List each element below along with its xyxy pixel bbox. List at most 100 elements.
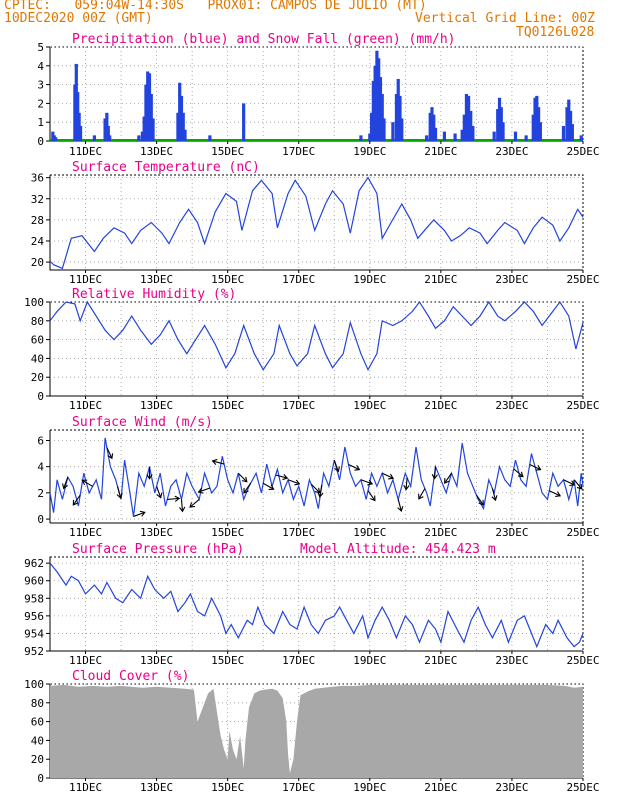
wind-arrow [156, 486, 162, 498]
x-tick-label: 17DEC [282, 399, 315, 412]
plot-frame [49, 556, 584, 652]
wind-arrow-head [354, 465, 361, 471]
x-tick-label: 25DEC [566, 654, 599, 667]
wind-arrow [310, 483, 321, 494]
precip-bar [181, 112, 185, 141]
precip-bar [54, 137, 58, 141]
precip-bar [425, 135, 429, 141]
x-tick-label: 11DEC [69, 526, 102, 539]
wind-arrow-head [444, 478, 450, 484]
wind-arrow-head [491, 495, 498, 502]
precip-bar [460, 129, 464, 141]
wind-arrow-head [397, 506, 404, 513]
precip-bar [378, 77, 383, 141]
y-tick-label: 0 [37, 135, 44, 148]
plot-frame [49, 174, 584, 271]
precip-bar [433, 127, 438, 141]
precip-bar [178, 82, 182, 141]
precip-bar [146, 71, 150, 141]
wind-arrow-head [62, 483, 68, 490]
precip-bar [371, 80, 375, 141]
panel-title: Surface Pressure (hPa) [72, 542, 244, 557]
y-tick-label: 3 [37, 79, 44, 92]
panel-title: Cloud Cover (%) [72, 669, 189, 684]
precip-bar [183, 129, 187, 141]
wind-arrow [433, 466, 437, 479]
wind-arrow-head [334, 466, 340, 473]
wind-arrow [81, 479, 93, 487]
wind-arrow [563, 479, 575, 486]
y-tick-label: 24 [31, 235, 45, 248]
y-tick-label: 80 [31, 315, 44, 328]
wind-arrow-head [370, 495, 376, 502]
precip-bar [533, 97, 537, 141]
y-tick-label: 36 [31, 172, 44, 185]
precip-bar [151, 118, 155, 141]
wind-arrow [72, 494, 81, 506]
wind-arrow-head [517, 471, 524, 478]
panel-title: Surface Temperature (nC) [72, 160, 260, 175]
precip-bar [501, 122, 505, 141]
precip-bar [536, 107, 541, 141]
precipitation-panel: 0 1 2 3 4 5 Precipitation (blue) and Snow Fall… [37, 32, 599, 158]
wind-arrow-head [139, 510, 146, 517]
x-tick-label: 15DEC [211, 526, 244, 539]
y-tick-label: 100 [24, 296, 44, 309]
precip-bar [428, 112, 432, 141]
wind-arrow-head [431, 473, 438, 480]
y-tick-label: 954 [24, 627, 44, 640]
precip-bar [377, 58, 381, 141]
wind-arrow-head [569, 480, 576, 487]
x-tick-label: 17DEC [282, 145, 315, 158]
x-tick-label: 11DEC [69, 399, 102, 412]
wind-arrow-head [81, 479, 88, 486]
precip-bar [453, 133, 457, 141]
y-tick-label: 100 [24, 678, 44, 691]
wind-panel: 0 2 4 6 Surface Wind (m/s) 11DEC 13DEC 15DEC 17D… [37, 415, 599, 539]
x-tick-label: 21DEC [424, 273, 457, 286]
precip-bar [567, 99, 571, 141]
x-tick-label: 19DEC [353, 781, 386, 794]
y-tick-label: 0 [37, 513, 44, 526]
precip-bar [538, 122, 542, 141]
wind-arrow [180, 499, 184, 512]
precip-bar [400, 118, 404, 141]
precip-bar [108, 135, 112, 141]
wind-arrow-head [179, 506, 186, 513]
wind-arrow-head [156, 492, 163, 499]
x-tick-label: 23DEC [495, 273, 528, 286]
x-tick-label: 15DEC [211, 781, 244, 794]
x-tick-label: 23DEC [495, 526, 528, 539]
x-tick-label: 25DEC [566, 145, 599, 158]
precip-bar [369, 112, 374, 141]
y-tick-label: 0 [37, 772, 44, 785]
wind-arrow [189, 499, 200, 508]
pressure-line [49, 562, 584, 649]
panel-annotation: Model Altitude: 454.423 m [300, 542, 496, 557]
x-tick-label: 25DEC [566, 273, 599, 286]
x-tick-label: 21DEC [424, 399, 457, 412]
precip-bar [432, 114, 436, 141]
wind-arrow-head [282, 474, 289, 481]
precip-bar [179, 95, 184, 141]
wind-arrow-head [107, 453, 114, 460]
wind-arrow-head [314, 487, 321, 494]
wind-arrow-head [241, 476, 248, 483]
precip-bar [570, 124, 574, 141]
wind-arrow-head [197, 487, 204, 494]
y-tick-label: 6 [37, 434, 44, 447]
precip-bar [469, 110, 473, 141]
wind-arrow-head [268, 484, 275, 491]
x-tick-label: 17DEC [282, 526, 315, 539]
wind-arrow [287, 479, 300, 485]
precip-bar [561, 125, 566, 141]
x-tick-label: 15DEC [211, 654, 244, 667]
wind-arrow [444, 472, 452, 484]
x-tick-label: 13DEC [140, 273, 173, 286]
precip-bar [92, 135, 97, 141]
wind-arrow-head [294, 479, 301, 486]
x-tick-label: 19DEC [353, 526, 386, 539]
precip-bar [499, 107, 503, 141]
wind-line [49, 437, 584, 517]
precip-bar [142, 116, 146, 141]
